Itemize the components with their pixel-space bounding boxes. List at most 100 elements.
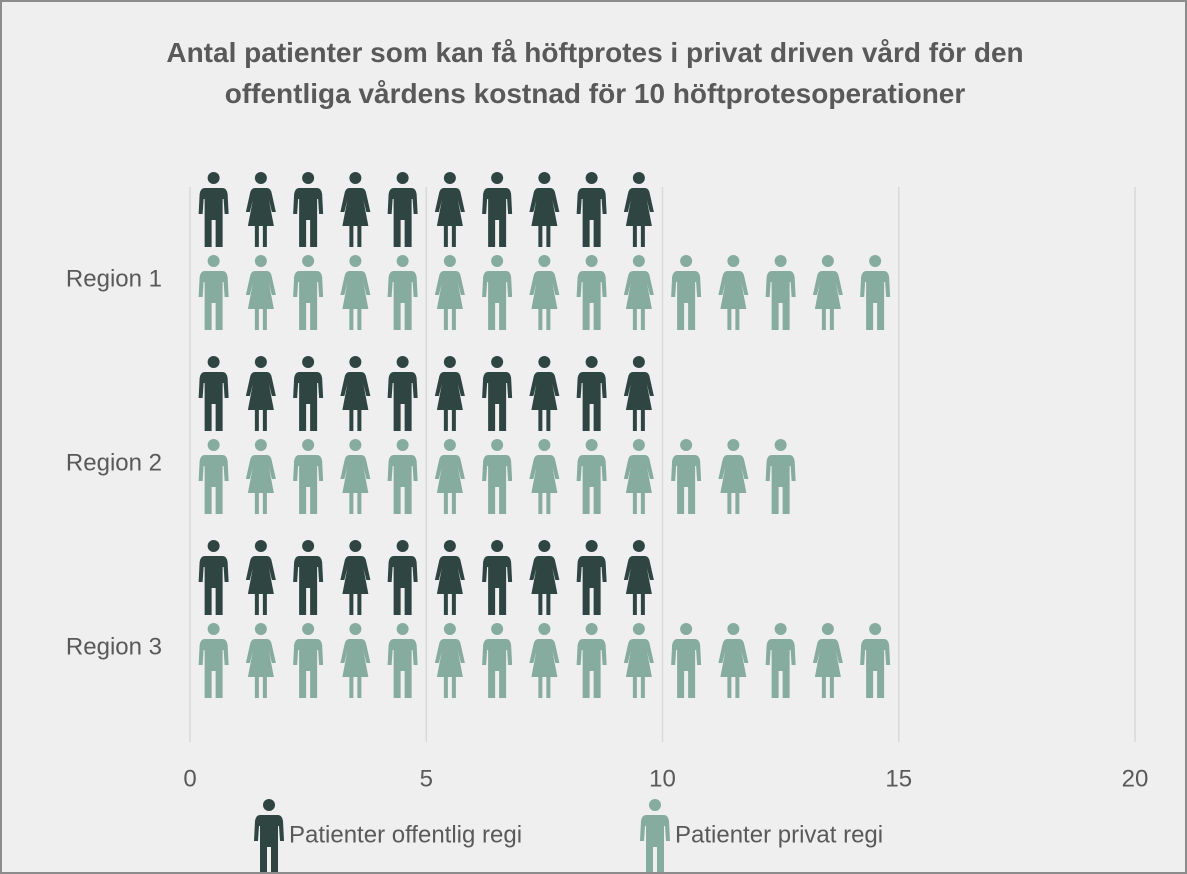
bar <box>198 356 654 431</box>
icon-body <box>434 455 465 514</box>
bar <box>198 172 654 247</box>
icon-head <box>207 439 220 451</box>
icon-body <box>623 188 654 247</box>
icon-body <box>293 188 324 247</box>
icon-body <box>198 188 229 247</box>
icon-body <box>198 372 229 431</box>
bar <box>198 623 891 698</box>
legend-icon <box>254 799 284 872</box>
icon-head <box>538 540 551 552</box>
pictogram-icon <box>576 623 607 698</box>
icon-body <box>293 271 324 330</box>
pictogram-icon <box>765 255 796 330</box>
icon-head <box>349 623 362 635</box>
icon-body <box>640 815 670 872</box>
icon-body <box>293 455 324 514</box>
icon-body <box>198 556 229 615</box>
pictogram-icon <box>623 172 654 247</box>
pictogram-icon <box>434 623 465 698</box>
icon-body <box>576 372 607 431</box>
icon-head <box>443 255 456 267</box>
pictogram-icon <box>340 540 371 615</box>
chart-title: Antal patienter som kan få höftprotes i … <box>166 37 1024 109</box>
icon-body <box>623 372 654 431</box>
pictogram-icon <box>387 540 418 615</box>
pictogram-icon <box>576 439 607 514</box>
icon-head <box>443 439 456 451</box>
y-tick-label: Region 3 <box>66 633 162 660</box>
icon-body <box>860 639 891 698</box>
icon-body <box>245 372 276 431</box>
pictogram-icon <box>245 356 276 431</box>
icon-head <box>254 255 267 267</box>
icon-head <box>680 255 693 267</box>
pictogram-icon <box>482 623 513 698</box>
icon-head <box>727 623 740 635</box>
pictogram-icon <box>482 172 513 247</box>
icon-head <box>254 172 267 184</box>
icon-body <box>434 372 465 431</box>
icon-head <box>396 439 409 451</box>
icon-body <box>434 556 465 615</box>
icon-body <box>387 639 418 698</box>
icon-head <box>207 623 220 635</box>
pictogram-icon <box>245 172 276 247</box>
icon-head <box>821 255 834 267</box>
pictogram-icon <box>623 623 654 698</box>
pictogram-icon <box>576 172 607 247</box>
pictogram-icon <box>198 540 229 615</box>
icon-body <box>245 556 276 615</box>
pictogram-icon <box>671 255 702 330</box>
pictogram-icon <box>198 255 229 330</box>
pictogram-icon <box>718 439 749 514</box>
pictogram-icon <box>529 172 560 247</box>
icon-head <box>396 540 409 552</box>
icon-body <box>812 639 843 698</box>
pictogram-icon <box>482 255 513 330</box>
pictogram-icon <box>529 255 560 330</box>
pictogram-icon <box>482 540 513 615</box>
pictogram-icon <box>623 255 654 330</box>
pictogram-icon <box>340 439 371 514</box>
icon-body <box>671 639 702 698</box>
icon-head <box>443 623 456 635</box>
icon-body <box>623 639 654 698</box>
icon-body <box>340 271 371 330</box>
icon-body <box>198 639 229 698</box>
icon-head <box>349 356 362 368</box>
y-tick-label: Region 1 <box>66 265 162 292</box>
icon-body <box>198 455 229 514</box>
pictogram-icon <box>576 356 607 431</box>
icon-body <box>340 372 371 431</box>
icon-head <box>680 439 693 451</box>
icon-body <box>254 815 284 872</box>
pictogram-icon <box>293 623 324 698</box>
icon-body <box>387 455 418 514</box>
pictogram-icon <box>293 356 324 431</box>
icon-body <box>718 639 749 698</box>
icon-head <box>349 255 362 267</box>
icon-head <box>632 439 645 451</box>
icon-body <box>434 639 465 698</box>
legend-label: Patienter privat regi <box>675 821 883 848</box>
pictogram-icon <box>671 623 702 698</box>
icon-head <box>585 356 598 368</box>
icon-body <box>482 455 513 514</box>
pictogram-icon <box>623 356 654 431</box>
icon-head <box>632 540 645 552</box>
pictogram-icon <box>340 172 371 247</box>
icon-body <box>529 188 560 247</box>
icon-head <box>254 540 267 552</box>
icon-head <box>538 255 551 267</box>
icon-body <box>198 271 229 330</box>
pictogram-icon <box>245 623 276 698</box>
icon-body <box>529 556 560 615</box>
icon-head <box>727 439 740 451</box>
icon-head <box>302 255 315 267</box>
icon-body <box>293 556 324 615</box>
pictogram-icon <box>860 255 891 330</box>
pictogram-icon <box>434 439 465 514</box>
legend-icon <box>640 799 670 872</box>
icon-head <box>774 255 787 267</box>
pictogram-icon <box>434 255 465 330</box>
